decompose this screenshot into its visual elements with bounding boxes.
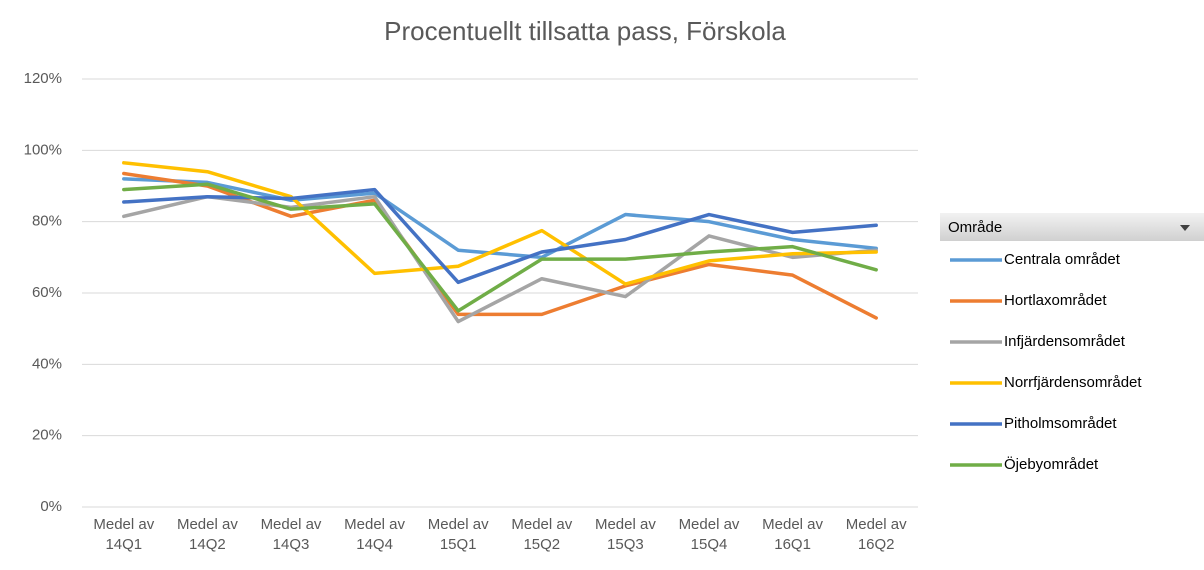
y-tick-label: 60% (32, 284, 62, 301)
legend-label: Infjärdensområdet (1004, 333, 1126, 350)
y-tick-label: 80% (32, 213, 62, 230)
x-tick-label: Medel av 15Q1 (427, 516, 489, 553)
series-line (122, 171, 878, 320)
series-line (122, 187, 878, 285)
y-tick-label: 100% (24, 141, 62, 158)
series-line (122, 182, 878, 313)
x-tick-label: Medel av 15Q3 (594, 516, 656, 553)
y-tick-label: 20% (32, 427, 62, 444)
dropdown-arrow[interactable] (1180, 225, 1190, 231)
y-tick-label: 120% (24, 70, 62, 87)
x-tick-label: Medel av 14Q4 (344, 516, 406, 553)
x-tick-label: Medel av 16Q1 (762, 516, 824, 553)
series-line (122, 177, 878, 260)
chart-title: Procentuellt tillsatta pass, Förskola (384, 16, 786, 46)
x-tick-label: Medel av 15Q2 (511, 516, 573, 553)
legend-label: Centrala området (1004, 251, 1121, 268)
series-line (122, 194, 878, 324)
legend-label: Hortlaxområdet (1004, 292, 1107, 309)
legend-label: Öjebyområdet (1004, 455, 1099, 473)
legend-label: Norrfjärdensområdet (1004, 374, 1142, 391)
legend-label: Pitholmsområdet (1004, 415, 1117, 432)
legend-header[interactable] (940, 213, 1204, 241)
series-line (122, 161, 878, 286)
y-tick-label: 40% (32, 355, 62, 372)
x-tick-label: Medel av 14Q1 (93, 516, 155, 553)
x-tick-label: Medel av 14Q3 (260, 516, 322, 553)
y-tick-label: 0% (40, 498, 62, 515)
x-tick-label: Medel av 14Q2 (176, 516, 238, 553)
legend-title: Område (948, 219, 1002, 236)
x-tick-label: Medel av 15Q4 (678, 516, 740, 553)
x-tick-label: Medel av 16Q2 (845, 516, 907, 553)
